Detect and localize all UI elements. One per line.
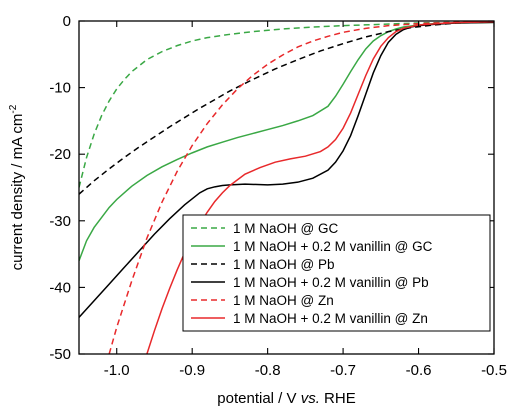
- y-tick-label: -20: [49, 146, 71, 163]
- x-tick-label: -0.7: [330, 362, 356, 379]
- ticks-layer: -1.0 -0.9 -0.8 -0.7 -0.6 -0.5 0 -10 -20 -30 -40 -50: [49, 13, 507, 379]
- y-tick-label: 0: [63, 13, 71, 30]
- series-line-5: [108, 21, 494, 354]
- x-tick-label: -0.6: [406, 362, 432, 379]
- x-tick-label: -0.5: [481, 362, 507, 379]
- legend-label-5: 1 M NaOH @ Zn: [233, 293, 334, 308]
- legend-label-1: 1 M NaOH @ GC: [233, 221, 338, 236]
- legend: 1 M NaOH @ GC 1 M NaOH + 0.2 M vanillin @…: [182, 214, 491, 332]
- x-tick-label: -0.8: [255, 362, 281, 379]
- legend-label-4: 1 M NaOH + 0.2 M vanillin @ Pb: [233, 275, 429, 290]
- x-axis-label: potential / V vs. RHE: [217, 390, 355, 407]
- series-layer: [79, 21, 494, 354]
- series-line-2: [79, 21, 494, 262]
- y-tick-label: -40: [49, 279, 71, 296]
- y-tick-label: -30: [49, 213, 71, 230]
- y-tick-label: -10: [49, 80, 71, 97]
- y-tick-label: -50: [49, 346, 71, 363]
- series-line-3: [79, 21, 494, 195]
- series-line-1: [79, 21, 494, 188]
- legend-label-3: 1 M NaOH @ Pb: [233, 257, 334, 272]
- x-tick-label: -0.9: [179, 362, 205, 379]
- plot-frame: [78, 20, 495, 355]
- legend-box: [182, 214, 491, 332]
- legend-label-6: 1 M NaOH + 0.2 M vanillin @ Zn: [233, 311, 428, 326]
- x-tick-label: -1.0: [104, 362, 130, 379]
- y-axis-label: current density / mA cm-2: [8, 104, 26, 270]
- legend-label-2: 1 M NaOH + 0.2 M vanillin @ GC: [233, 239, 433, 254]
- series-line-4: [79, 21, 494, 318]
